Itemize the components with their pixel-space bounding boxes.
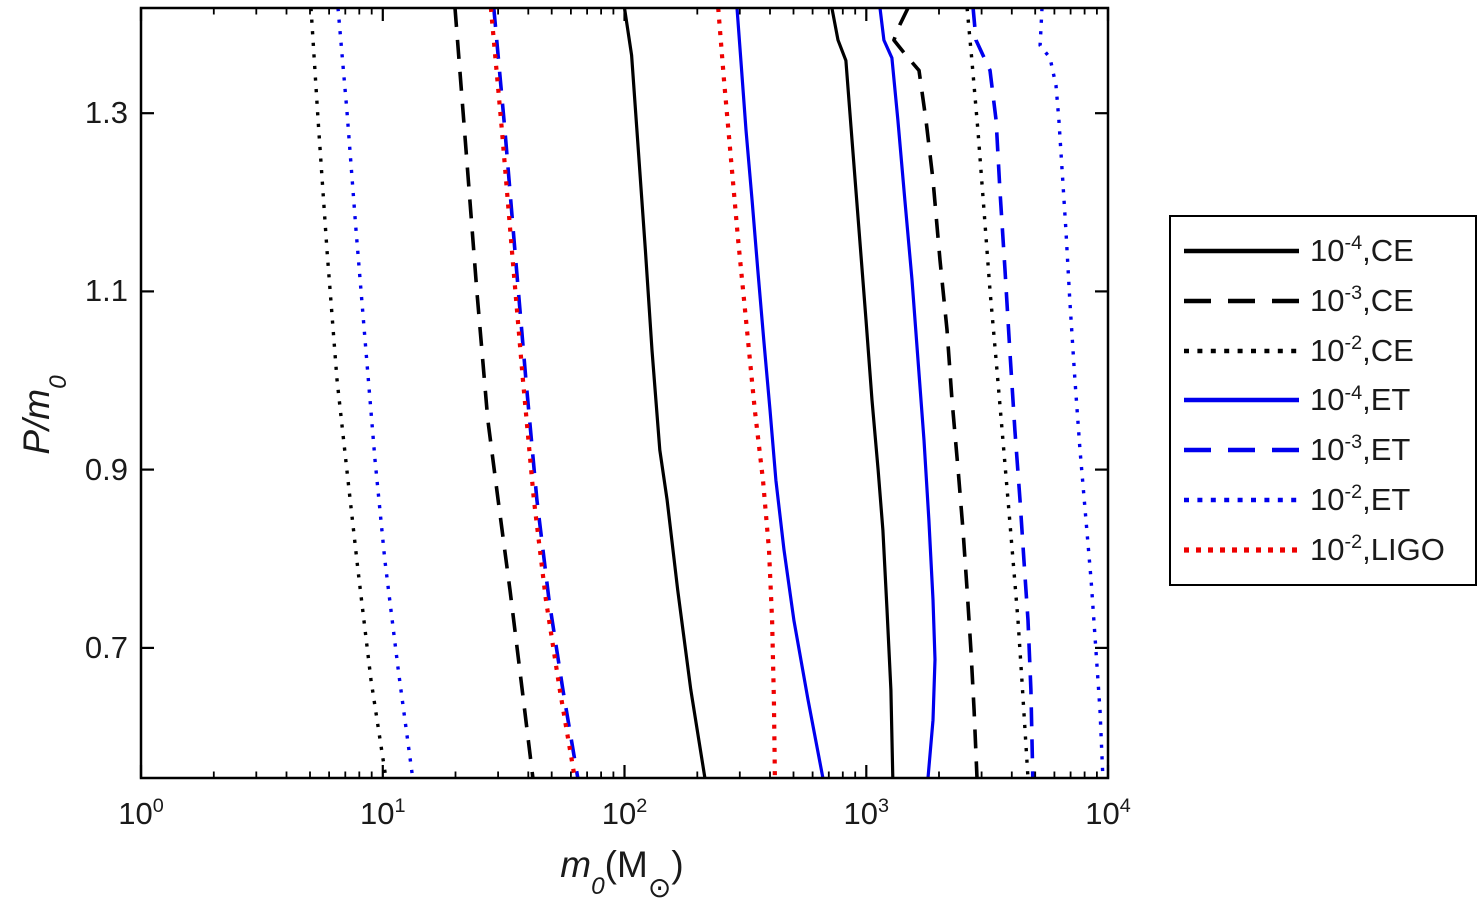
legend-entry: 10-3,CE (1171, 281, 1475, 319)
x-axis-label-unit-close: ) (671, 844, 684, 885)
axes-box (139, 6, 1110, 780)
contour-10-3-et-right-boundary (971, 7, 1035, 779)
contour-10-3-et-left-boundary (492, 7, 580, 779)
contour-10-2-ligo-right-boundary (716, 7, 777, 779)
contour-10-2-ce-left-boundary (309, 7, 388, 779)
contour-10-4-et-left-boundary (735, 7, 825, 779)
x-tick-label: 101 (360, 795, 406, 831)
x-tick-label: 102 (601, 795, 648, 831)
y-tick-label: 1.1 (84, 273, 128, 309)
y-axis-label: P/m0 (15, 375, 72, 455)
legend-entry: 10-3,ET (1171, 431, 1475, 468)
contour-10-4-ce-right-boundary (830, 7, 895, 779)
legend-line-sample (1184, 298, 1299, 304)
contour-10-3-ce-left-boundary (453, 7, 535, 779)
x-axis-label-var: m (560, 844, 592, 885)
sun-symbol: ⊙ (647, 872, 672, 904)
legend-entry: 10-4,ET (1171, 382, 1475, 418)
contour-10-4-ce-left-boundary (622, 7, 707, 779)
legend-line-sample (1184, 447, 1299, 453)
legend-entry: 10-2,LIGO (1171, 531, 1475, 568)
legend-label: 10-4,CE (1310, 232, 1414, 268)
y-axis-label-subscript: 0 (44, 375, 72, 389)
x-tick-label: 103 (843, 795, 890, 831)
x-axis-label: m0(M⊙) (560, 844, 684, 903)
y-tick-label: 0.9 (84, 451, 128, 487)
contour-10-4-et-right-boundary (878, 7, 937, 779)
x-tick-label: 104 (1085, 795, 1131, 831)
contour-10-2-et-right-boundary (1038, 7, 1105, 779)
legend-label: 10-2,CE (1310, 331, 1414, 368)
x-tick-label: 100 (118, 795, 164, 831)
legend-line-sample (1184, 348, 1299, 353)
legend-label: 10-2,ET (1310, 481, 1411, 518)
legend-label: 10-3,CE (1310, 281, 1414, 318)
legend-label: 10-4,ET (1310, 381, 1411, 418)
x-axis-label-subscript: 0 (591, 872, 605, 900)
legend-line-sample (1184, 248, 1299, 254)
contour-10-2-ligo-left-boundary (488, 7, 577, 779)
legend-label: 10-2,LIGO (1310, 531, 1445, 567)
legend-entry: 10-2,ET (1171, 481, 1475, 518)
legend: 10-4,CE 10-3,CE 10-2,CE 10-4,ET 10-3,ET 10-2,… (1169, 215, 1477, 586)
legend-line-sample (1184, 497, 1299, 503)
legend-label: 10-3,ET (1310, 431, 1411, 468)
legend-entry: 10-4,CE (1171, 232, 1475, 269)
y-tick-label: 0.7 (84, 629, 128, 665)
legend-line-sample (1184, 398, 1299, 403)
contour-10-3-ce-right-boundary (892, 7, 979, 779)
legend-line-sample (1184, 547, 1299, 553)
y-axis-label-text: P/m (15, 388, 57, 455)
y-tick-label: 1.3 (84, 95, 128, 131)
x-axis-label-unit-open: (M (604, 844, 648, 885)
contour-10-2-et-left-boundary (336, 7, 415, 779)
contour-10-2-ce-right-boundary (965, 7, 1030, 779)
legend-entry: 10-2,CE (1171, 331, 1475, 369)
